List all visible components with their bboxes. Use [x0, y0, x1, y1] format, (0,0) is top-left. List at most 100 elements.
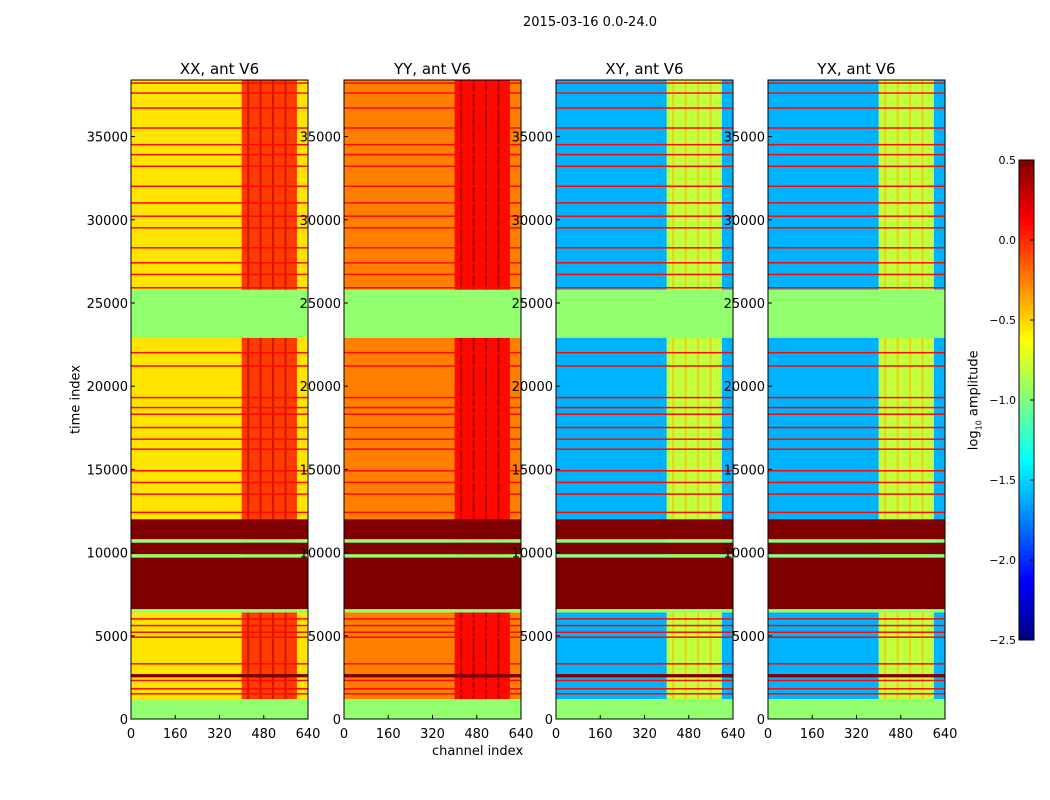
colorbar-segment: [1019, 540, 1034, 546]
colorbar-segment: [1019, 490, 1034, 496]
heatmap-time-stripe: [131, 663, 308, 665]
heatmap-time-stripe: [131, 636, 308, 638]
y-tick-label: 0: [757, 713, 765, 728]
colorbar-segment: [1019, 570, 1034, 576]
colorbar-segment: [1019, 620, 1034, 626]
heatmap-flagged-band: [768, 289, 945, 338]
heatmap-time-stripe: [131, 92, 308, 94]
heatmap-saturated-band: [131, 519, 308, 540]
colorbar-tick-label: −1.0: [989, 394, 1016, 407]
heatmap-saturated-band: [768, 542, 945, 555]
colorbar-segment: [1019, 410, 1034, 416]
heatmap-saturated-band: [556, 542, 733, 555]
heatmap-saturated-band: [131, 674, 308, 678]
colorbar-segment: [1019, 420, 1034, 426]
colorbar-segment: [1019, 365, 1034, 371]
x-tick-label: 480: [464, 727, 489, 742]
colorbar-segment: [1019, 225, 1034, 231]
heatmap-flagged-band: [768, 699, 945, 719]
heatmap-flagged-band: [556, 539, 733, 543]
heatmap-time-stripe: [556, 127, 733, 129]
heatmap-time-stripe: [768, 396, 945, 399]
colorbar-segment: [1019, 330, 1034, 336]
x-axis-label: channel index: [432, 744, 524, 759]
heatmap-time-stripe: [131, 679, 308, 682]
heatmap-channel-stripe: [284, 80, 287, 719]
heatmap-time-stripe: [768, 215, 945, 217]
colorbar-segment: [1019, 185, 1034, 191]
heatmap-channel-stripe: [497, 80, 500, 719]
heatmap-time-stripe: [344, 287, 521, 289]
y-tick-label: 0: [120, 713, 128, 728]
colorbar-segment: [1019, 190, 1034, 196]
heatmap-flagged-band: [131, 289, 308, 338]
colorbar-segment: [1019, 480, 1034, 486]
x-tick-label: 0: [340, 727, 348, 742]
heatmap-time-stripe: [344, 215, 521, 217]
heatmap-time-stripe: [768, 247, 945, 249]
colorbar-segment: [1019, 400, 1034, 406]
heatmap-channel-stripe: [485, 80, 488, 719]
heatmap-flagged-band: [131, 554, 308, 558]
heatmap-time-stripe: [131, 143, 308, 146]
colorbar-segment: [1019, 495, 1034, 501]
y-tick-label: 10000: [724, 547, 765, 562]
x-tick-label: 320: [420, 727, 445, 742]
x-tick-label: 480: [888, 727, 913, 742]
heatmap-time-stripe: [344, 396, 521, 399]
heatmap-time-stripe: [344, 247, 521, 249]
heatmap-time-stripe: [131, 493, 308, 495]
heatmap-flagged-band: [556, 554, 733, 558]
colorbar-segment: [1019, 295, 1034, 301]
heatmap-channel-stripe: [896, 80, 899, 719]
colorbar-segment: [1019, 160, 1034, 166]
colorbar-segment: [1019, 435, 1034, 441]
colorbar-segment: [1019, 450, 1034, 456]
y-tick-label: 25000: [87, 297, 128, 312]
heatmap-time-stripe: [131, 693, 308, 695]
colorbar-segment: [1019, 205, 1034, 211]
colorbar-segment: [1019, 465, 1034, 471]
y-tick-label: 15000: [724, 463, 765, 478]
y-tick-label: 25000: [724, 297, 765, 312]
colorbar-segment: [1019, 325, 1034, 331]
heatmap-time-stripe: [556, 470, 733, 472]
heatmap-saturated-band: [131, 557, 308, 610]
colorbar-segment: [1019, 470, 1034, 476]
heatmap-time-stripe: [768, 493, 945, 495]
heatmap-channel-stripe: [247, 80, 250, 719]
heatmap-time-stripe: [344, 631, 521, 633]
heatmap-time-stripe: [556, 511, 733, 514]
colorbar-segment: [1019, 220, 1034, 226]
x-tick-label: 480: [676, 727, 701, 742]
colorbar-segment: [1019, 550, 1034, 556]
y-tick-label: 35000: [300, 131, 341, 146]
heatmap-time-stripe: [131, 631, 308, 633]
colorbar-segment: [1019, 320, 1034, 326]
y-tick-label: 25000: [300, 297, 341, 312]
colorbar-segment: [1019, 385, 1034, 391]
colorbar-segment: [1019, 605, 1034, 611]
heatmap-time-stripe: [556, 693, 733, 695]
heatmap-time-stripe: [344, 618, 521, 620]
x-tick-label: 640: [933, 727, 958, 742]
colorbar-segment: [1019, 510, 1034, 516]
colorbar-tick-label: −1.5: [989, 474, 1016, 487]
y-tick-label: 10000: [87, 547, 128, 562]
heatmap-time-stripe: [768, 165, 945, 168]
colorbar-segment: [1019, 425, 1034, 431]
colorbar-segment: [1019, 520, 1034, 526]
heatmap-time-stripe: [131, 127, 308, 129]
heatmap-time-stripe: [768, 693, 945, 695]
heatmap-high-channels: [878, 80, 934, 719]
colorbar-segment: [1019, 215, 1034, 221]
heatmap-time-stripe: [131, 511, 308, 514]
heatmap-time-stripe: [556, 202, 733, 204]
heatmap-time-stripe: [768, 92, 945, 94]
heatmap-high-channels: [454, 80, 510, 719]
heatmap-time-stripe: [344, 688, 521, 690]
heatmap-time-stripe: [556, 396, 733, 399]
heatmap-time-stripe: [556, 287, 733, 289]
colorbar-segment: [1019, 345, 1034, 351]
